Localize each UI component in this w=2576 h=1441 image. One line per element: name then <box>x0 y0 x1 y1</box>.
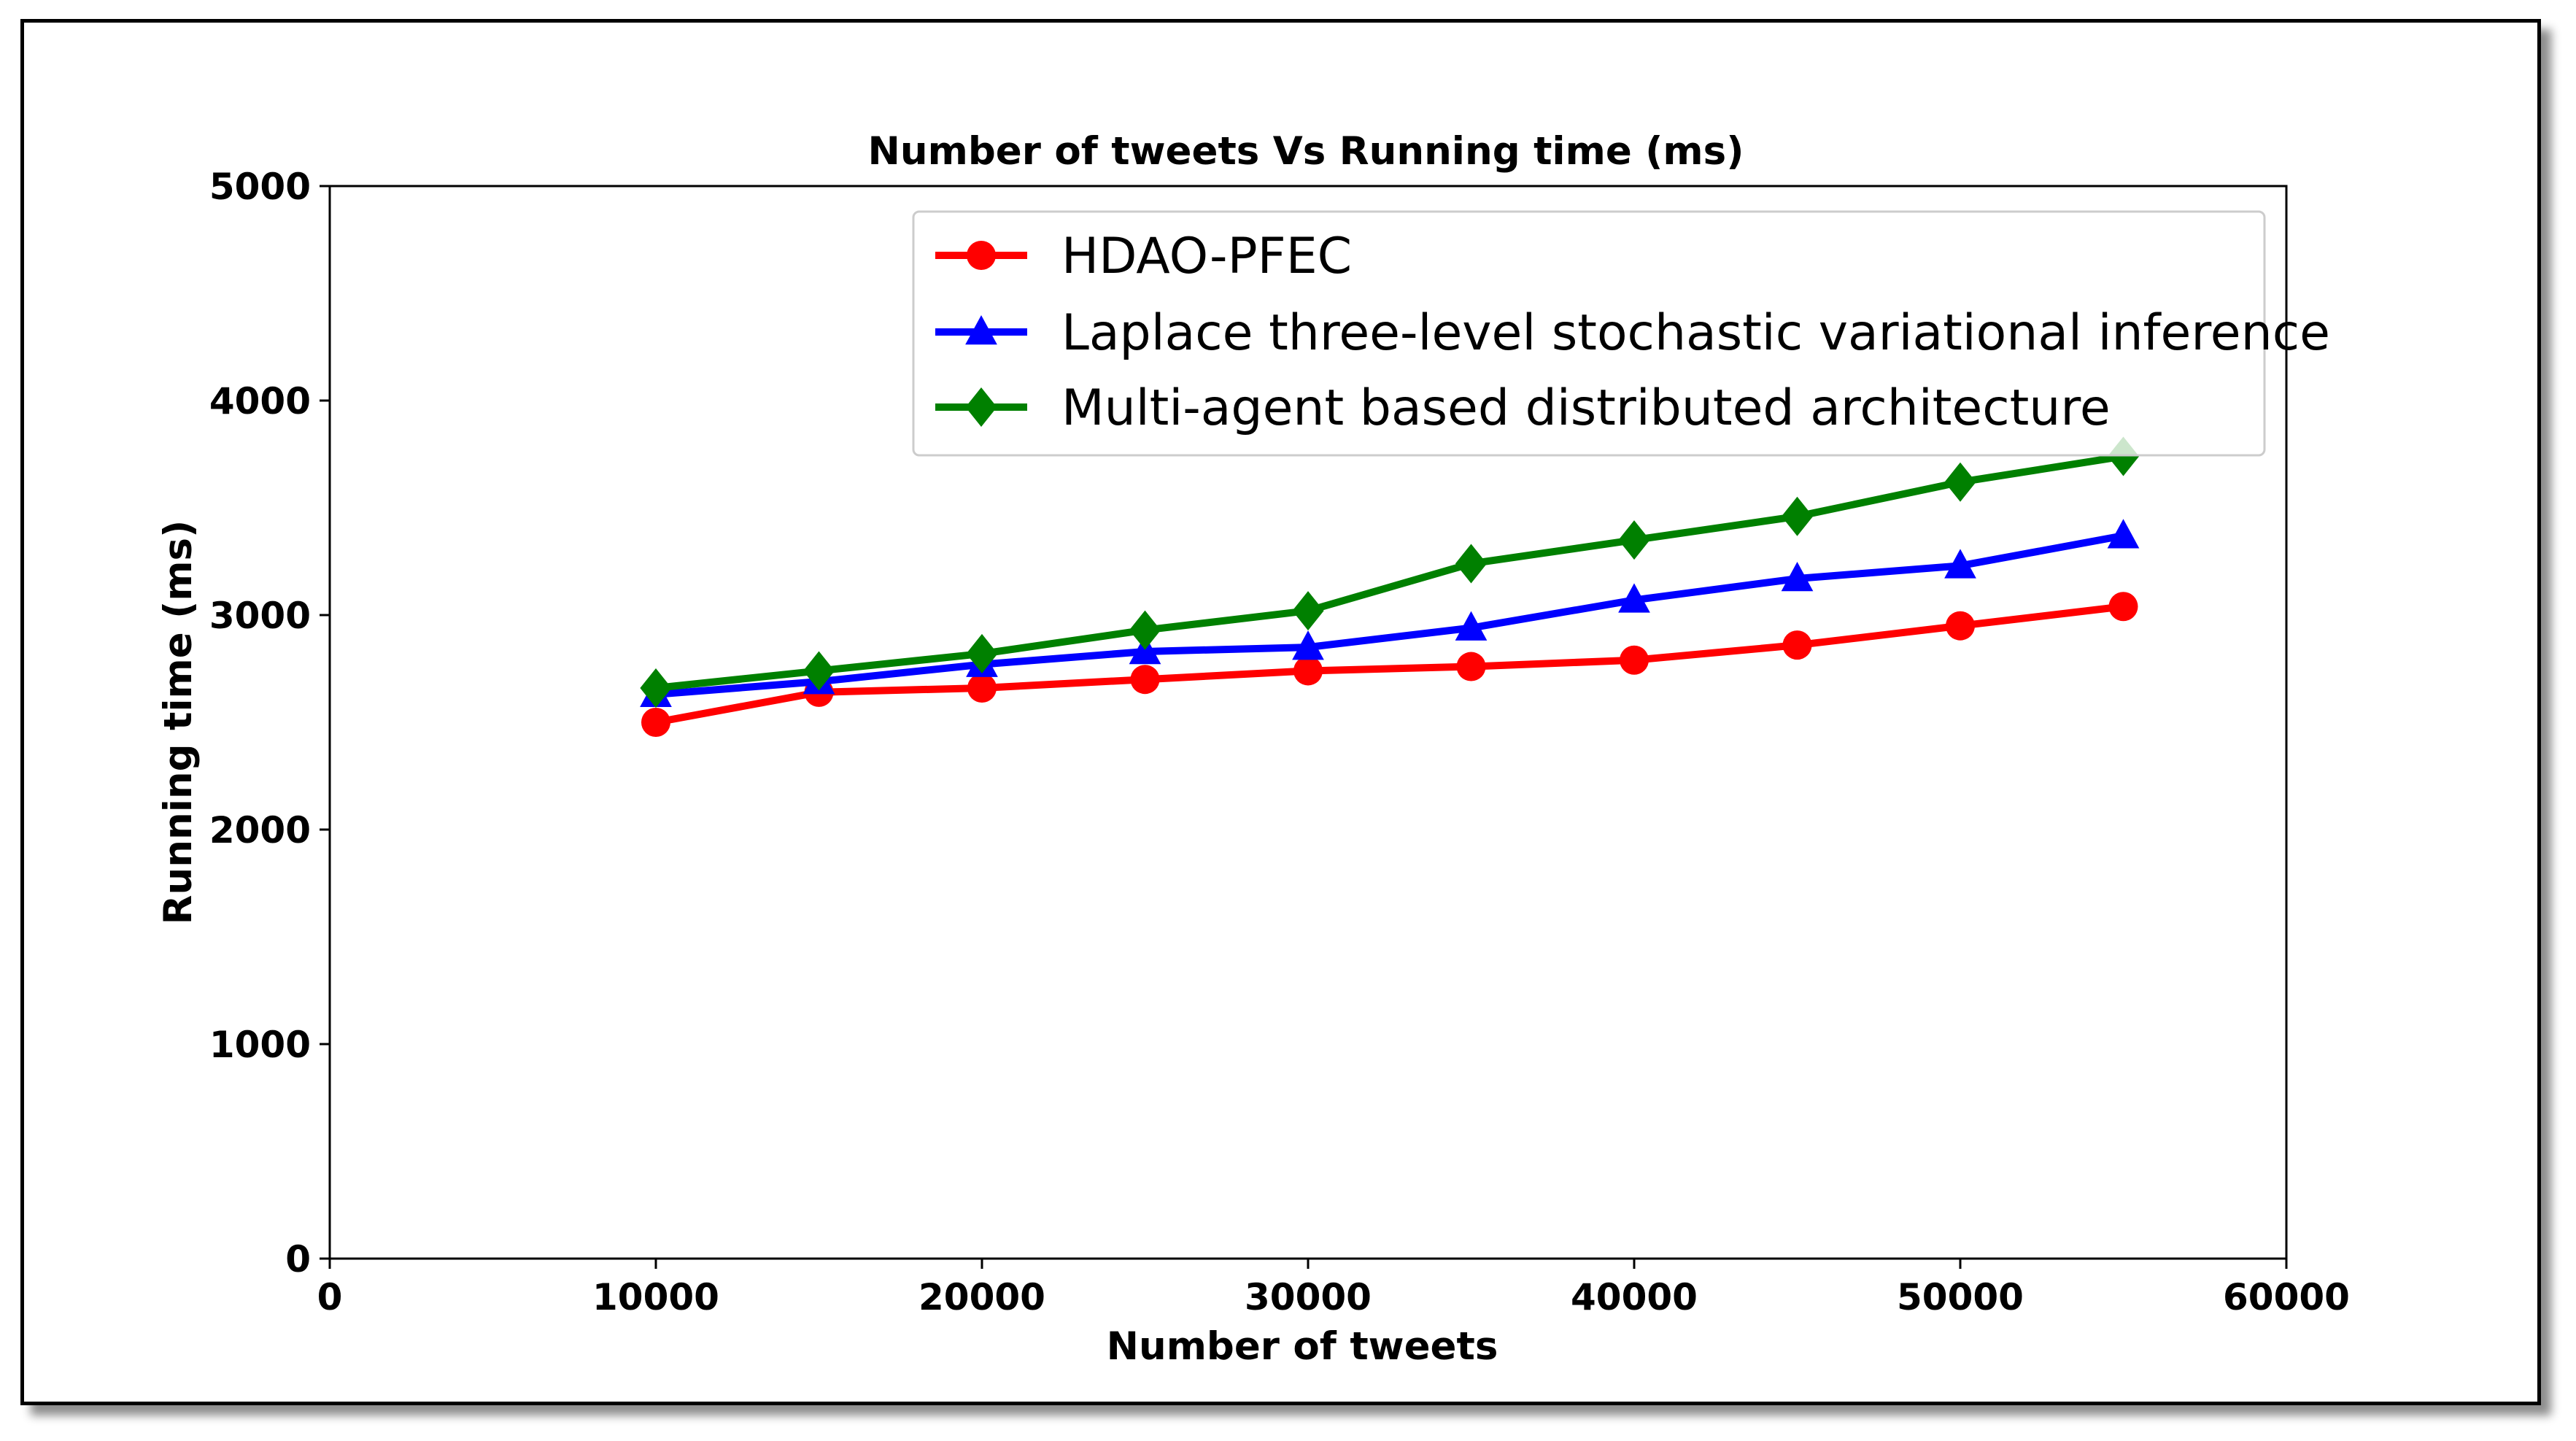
legend-entry: Laplace three-level stochastic variation… <box>935 304 2330 362</box>
data-point-marker <box>1293 656 1323 686</box>
legend-entry: HDAO-PFEC <box>935 228 1352 285</box>
data-point-marker <box>1944 462 1976 502</box>
data-point-marker <box>1292 591 1324 631</box>
x-tick-label: 10000 <box>592 1276 719 1318</box>
legend-label: Laplace three-level stochastic variation… <box>1061 304 2330 362</box>
y-tick-label: 2000 <box>209 809 311 851</box>
legend-marker <box>965 315 997 345</box>
legend-box <box>912 210 2266 457</box>
data-point-marker <box>1618 583 1650 613</box>
data-point-marker <box>1620 645 1649 675</box>
series-2 <box>640 519 2140 708</box>
series-line <box>652 603 2127 726</box>
data-point-marker <box>966 633 998 673</box>
data-point-marker <box>1456 652 1486 681</box>
x-tick-label: 20000 <box>918 1276 1045 1318</box>
data-point-marker <box>2108 592 2138 622</box>
data-point-marker <box>1781 496 1814 536</box>
x-tick-label: 60000 <box>2223 1276 2350 1318</box>
legend-entry: Multi-agent based distributed architectu… <box>935 379 2111 437</box>
x-tick-label: 40000 <box>1571 1276 1698 1318</box>
data-point-marker <box>1455 544 1488 584</box>
y-tick-label: 3000 <box>209 595 311 637</box>
data-point-marker <box>640 668 672 708</box>
y-axis-label: Running time (ms) <box>156 520 201 925</box>
legend: HDAO-PFEC Laplace three-level stochastic … <box>912 210 2330 457</box>
axes: 0 10000 20000 30000 40000 50000 60000 0 1000 2000… <box>209 166 2350 1318</box>
data-point-marker <box>1129 610 1161 650</box>
data-point-marker <box>2107 519 2140 549</box>
data-point-marker <box>802 651 835 691</box>
x-tick-label: 0 <box>317 1276 343 1318</box>
legend-label: Multi-agent based distributed architectu… <box>1061 379 2111 437</box>
data-point-marker <box>1618 520 1650 560</box>
data-point-marker <box>1944 549 1976 579</box>
data-point-marker <box>1455 611 1488 641</box>
data-point-marker <box>641 708 670 737</box>
x-tick-label: 50000 <box>1897 1276 2024 1318</box>
legend-marker <box>967 241 996 270</box>
data-point-marker <box>1130 665 1160 695</box>
series-layer <box>640 436 2140 737</box>
data-point-marker <box>1781 562 1814 592</box>
legend-marker <box>965 387 997 427</box>
data-point-marker <box>967 673 997 703</box>
series-line <box>652 532 2127 698</box>
x-tick-label: 30000 <box>1245 1276 1372 1318</box>
y-tick-label: 4000 <box>209 380 311 422</box>
y-tick-label: 0 <box>285 1238 311 1280</box>
series-line <box>652 452 2127 692</box>
y-tick-label: 1000 <box>209 1024 311 1066</box>
x-axis-label: Number of tweets <box>1107 1324 1498 1369</box>
y-tick-label: 5000 <box>209 166 311 208</box>
data-point-marker <box>1946 611 1975 641</box>
data-point-marker <box>1292 630 1324 660</box>
data-point-marker <box>1782 630 1812 660</box>
chart-title: Number of tweets Vs Running time (ms) <box>868 129 1744 174</box>
legend-label: HDAO-PFEC <box>1061 228 1352 285</box>
